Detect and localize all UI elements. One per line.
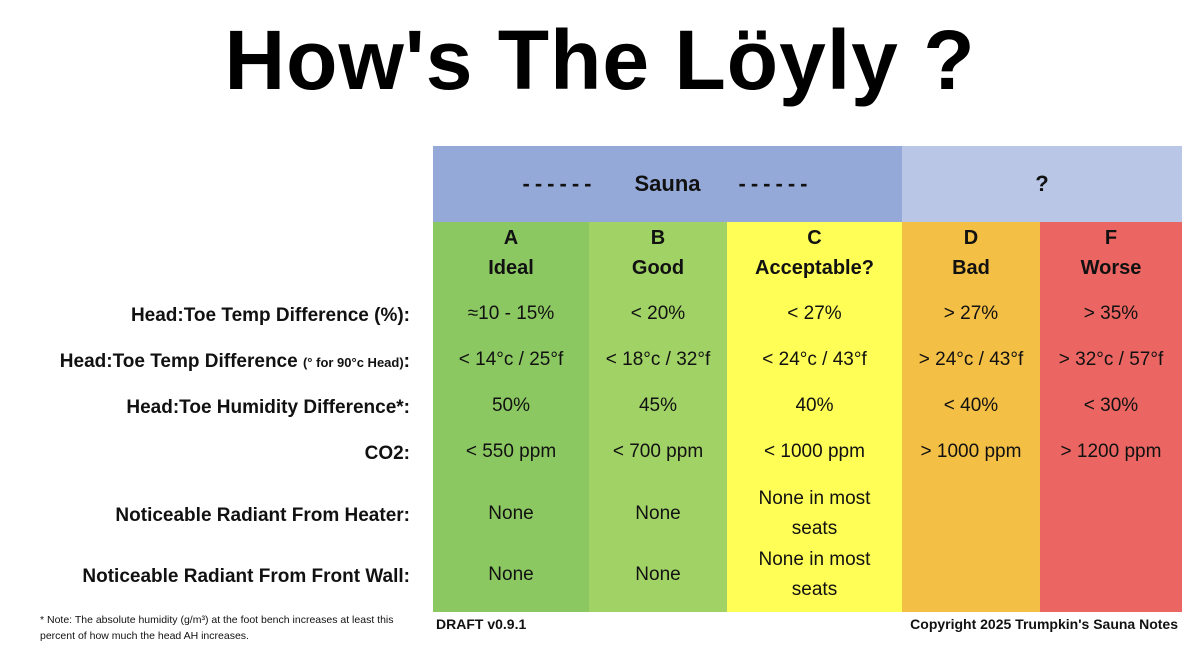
footnote: * Note: The absolute humidity (g/m³) at … [40,614,394,642]
column-grade: Good [631,257,685,279]
row-label-co2: CO2: [364,443,410,464]
page-title: How's The Löyly ? [224,13,976,107]
column-grade: Worse [1080,257,1142,279]
cell-temp-degrees: < 14°c / 25°f [458,349,564,370]
cell-humidity: < 30% [1083,395,1139,416]
row-label-temp-degrees: Head:Toe Temp Difference (° for 90°c Hea… [60,351,410,373]
sauna-label: Sauna [634,171,701,196]
cell-radiant-wall: None [488,564,534,585]
column-letter: C [807,227,822,249]
sauna-header: ------ Sauna ------ [433,146,902,222]
cell-temp-percent: < 20% [630,303,686,324]
column-letter: F [1104,227,1118,249]
column-grade: Bad [952,257,990,279]
column-b: B Good < 20% < 18°c / 32°f 45% < 700 ppm… [589,222,727,612]
cell-temp-degrees: < 24°c / 43°f [762,349,867,370]
row-label-temp-degrees-main: Head:Toe Temp Difference [59,351,298,372]
dashes-left: ------ [522,171,597,196]
row-label-humidity: Head:Toe Humidity Difference*: [126,397,410,418]
cell-co2: < 700 ppm [612,441,704,462]
cell-humidity: < 40% [943,395,999,416]
column-f: F Worse > 35% > 32°c / 57°f < 30% > 1200… [1040,222,1182,612]
cell-co2: < 550 ppm [465,441,557,462]
cell-temp-degrees: > 32°c / 57°f [1058,349,1164,370]
cell-radiant-heater: None in most seats [758,488,871,539]
row-label-radiant-wall: Noticeable Radiant From Front Wall: [82,566,410,587]
unknown-header: ? [902,146,1182,222]
cell-co2: > 1200 ppm [1060,441,1162,462]
cell-temp-percent: > 27% [943,303,999,324]
cell-radiant-wall: None [635,564,681,585]
column-grade: Acceptable? [755,257,874,279]
cell-temp-percent: ≈10 - 15% [467,303,555,324]
row-label-temp-degrees-note: (° for 90°c Head) [302,355,404,370]
column-d: D Bad > 27% > 24°c / 43°f < 40% > 1000 p… [902,222,1040,612]
column-c: C Acceptable? < 27% < 24°c / 43°f 40% < … [727,222,902,612]
cell-humidity: 50% [491,395,531,416]
column-grade: Ideal [488,257,534,279]
cell-temp-degrees: > 24°c / 43°f [918,349,1024,370]
column-letter: D [963,227,979,249]
cell-radiant-heater: None [635,503,681,524]
draft-version: DRAFT v0.9.1 [436,616,527,632]
cell-temp-percent: > 35% [1083,303,1139,324]
row-labels: Head:Toe Temp Difference (%): Head:Toe T… [0,0,420,650]
row-label-temp-degrees-colon: : [403,351,410,372]
column-letter: A [503,227,519,249]
loyly-table: ------ Sauna ------ ? A Ideal ≈10 - 15% … [433,146,1182,612]
cell-co2: < 1000 ppm [764,441,865,462]
column-a: A Ideal ≈10 - 15% < 14°c / 25°f 50% < 55… [433,222,589,612]
copyright: Copyright 2025 Trumpkin's Sauna Notes [910,616,1178,632]
cell-humidity: 40% [795,395,834,416]
cell-temp-percent: < 27% [787,303,842,324]
row-label-temp-percent: Head:Toe Temp Difference (%): [130,305,410,326]
column-letter: B [650,227,666,249]
row-label-radiant-heater: Noticeable Radiant From Heater: [115,505,410,526]
cell-temp-degrees: < 18°c / 32°f [605,349,711,370]
dashes-right: ------ [738,171,813,196]
cell-co2: > 1000 ppm [920,441,1022,462]
cell-radiant-wall: None in most seats [758,549,871,600]
cell-radiant-heater: None [488,503,534,524]
cell-humidity: 45% [638,395,678,416]
